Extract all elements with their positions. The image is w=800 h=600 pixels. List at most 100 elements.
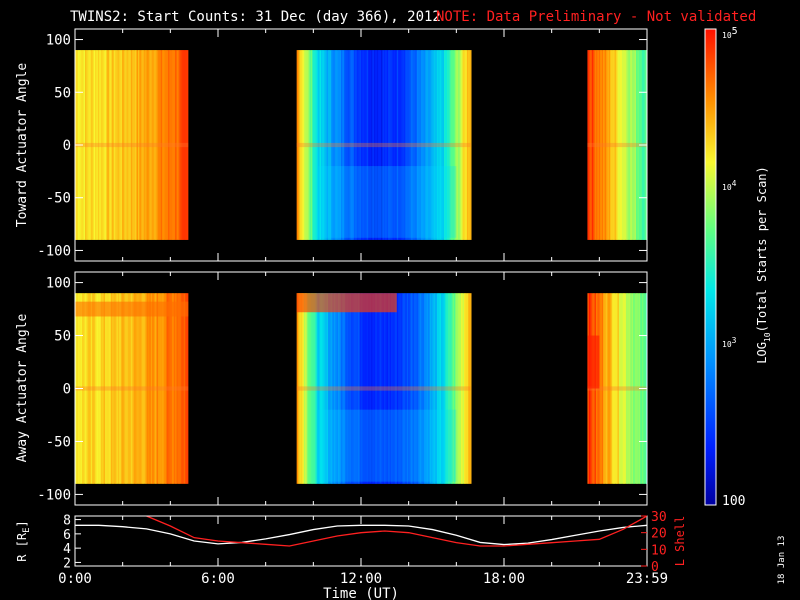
heatmap-column (388, 50, 390, 240)
heatmap-column (590, 50, 593, 240)
heatmap-column (637, 293, 640, 484)
heatmap-column (408, 50, 411, 240)
heatmap-column (620, 293, 623, 484)
heatmap-column (626, 293, 628, 484)
heatmap-column (348, 50, 350, 240)
heatmap-column (465, 50, 468, 240)
heatmap-column (446, 50, 449, 240)
cbar-tick-max-exp: 5 (732, 26, 738, 37)
heatmap-column (328, 293, 330, 484)
heatmap-column (383, 293, 386, 484)
heatmap-column (428, 50, 431, 240)
lshell-series-line (146, 516, 647, 547)
heatmap-column (601, 293, 604, 484)
xtick-label: 12:00 (340, 571, 382, 587)
heatmap-column (165, 50, 167, 240)
heatmap-column (441, 293, 443, 484)
heatmap-column (378, 50, 380, 240)
heatmap-column (325, 293, 328, 484)
heatmap-column (393, 293, 396, 484)
heatmap-column (610, 50, 613, 240)
heatmap-column (594, 50, 597, 240)
heatmap-column (150, 293, 153, 484)
heatmap-column (130, 293, 133, 484)
heatmap-column (423, 50, 426, 240)
heatmap-column (339, 50, 342, 240)
heatmap-column (119, 293, 122, 484)
heatmap-column (185, 50, 187, 240)
heatmap-column (308, 293, 310, 484)
heatmap-column (591, 50, 594, 240)
heatmap-column (169, 50, 172, 240)
middle-ytick-label: -100 (37, 487, 71, 503)
heatmap-streak (75, 301, 189, 317)
cbar-tick-low-base: 10 (722, 340, 732, 349)
heatmap-column (129, 50, 132, 240)
cbar-tick-max-base: 10 (722, 31, 732, 40)
heatmap-column (438, 293, 441, 484)
heatmap-column (452, 50, 455, 240)
heatmap-column (412, 50, 415, 240)
heatmap-column (143, 50, 146, 240)
heatmap-column (405, 50, 408, 240)
heatmap-column (330, 50, 333, 240)
heatmap-column (403, 50, 406, 240)
heatmap-column (185, 293, 187, 484)
heatmap-column (393, 50, 396, 240)
heatmap-column (320, 293, 323, 484)
heatmap-column (113, 293, 116, 484)
heatmap-column (466, 293, 469, 484)
heatmap-column (152, 50, 155, 240)
heatmap-column (153, 50, 156, 240)
heatmap-column (299, 50, 302, 240)
heatmap-column (136, 293, 139, 484)
heatmap-region (318, 409, 457, 482)
heatmap-column (359, 50, 362, 240)
heatmap-column (453, 293, 456, 484)
heatmap-column (389, 50, 392, 240)
heatmap-column (343, 293, 346, 484)
heatmap-column (100, 50, 103, 240)
heatmap-column (401, 50, 403, 240)
heatmap-column (356, 50, 359, 240)
heatmap-column (381, 50, 383, 240)
heatmap-column (383, 50, 386, 240)
heatmap-column (350, 50, 353, 240)
heatmap-column (445, 50, 448, 240)
heatmap-column (438, 50, 441, 240)
heatmap-column (415, 293, 418, 484)
heatmap-column (469, 50, 472, 240)
heatmap-column (423, 293, 426, 484)
heatmap-column (332, 50, 335, 240)
heatmap-column (82, 50, 84, 240)
r-ytick-label: 8 (63, 514, 71, 529)
heatmap-column (431, 50, 433, 240)
heatmap-column (166, 50, 169, 240)
radius-series-line (75, 524, 647, 546)
heatmap-column (112, 50, 115, 240)
heatmap-column (85, 50, 87, 240)
heatmap-column (366, 50, 369, 240)
heatmap-column (83, 50, 86, 240)
heatmap-column (439, 50, 442, 240)
heatmap-column (323, 293, 326, 484)
heatmap-column (376, 293, 379, 484)
lshell-ytick-label: 20 (651, 527, 667, 542)
heatmap-column (415, 50, 418, 240)
heatmap-column (388, 293, 390, 484)
heatmap-column (135, 293, 137, 484)
heatmap-column (309, 50, 312, 240)
heatmap-column (421, 50, 423, 240)
heatmap-column (624, 293, 627, 484)
heatmap-column (115, 293, 117, 484)
heatmap-column (349, 50, 352, 240)
heatmap-column (173, 50, 176, 240)
heatmap-column (130, 50, 133, 240)
heatmap-column (170, 50, 173, 240)
heatmap-column (613, 293, 615, 484)
heatmap-column (336, 50, 339, 240)
bottom-ylabel-left: R [RE] (15, 520, 32, 562)
heatmap-column (628, 50, 631, 240)
heatmap-column (628, 293, 631, 484)
heatmap-column (604, 293, 607, 484)
